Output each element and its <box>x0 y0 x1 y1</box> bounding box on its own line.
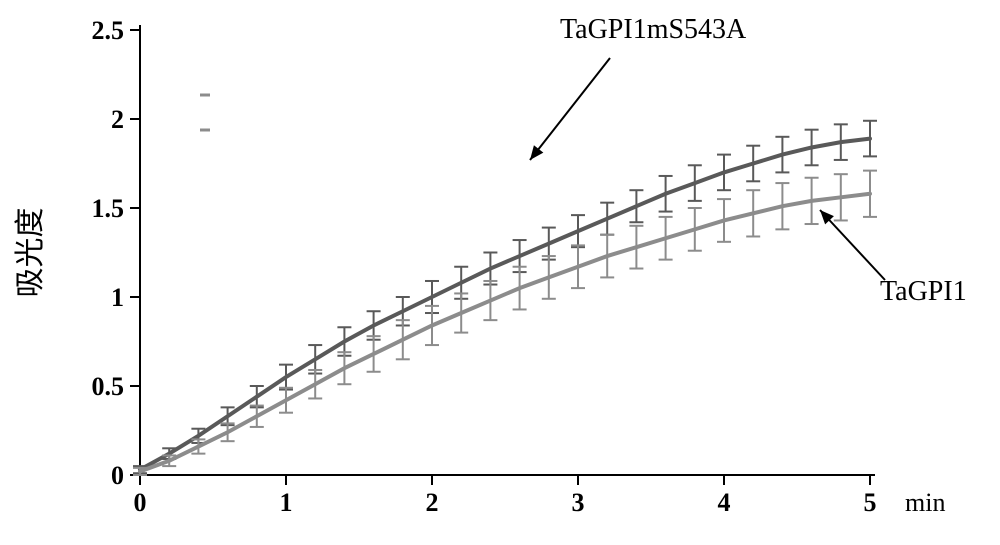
x-tick-label: 4 <box>718 488 731 517</box>
x-tick-label: 5 <box>864 488 877 517</box>
arrow-head-icon <box>530 145 543 160</box>
y-tick-label: 2 <box>111 105 124 134</box>
annotation-arrow <box>530 58 610 160</box>
x-tick-label: 3 <box>572 488 585 517</box>
x-tick-label: 2 <box>426 488 439 517</box>
y-tick-label: 1.5 <box>92 194 125 223</box>
annotation-label: TaGPI1 <box>880 276 967 307</box>
line-chart: 0 1 2 3 4 5 min 0 0.5 1 1.5 2 2.5 吸光度 TaGPI1mS543A TaGP… <box>0 0 1000 545</box>
x-tick-label: 1 <box>280 488 293 517</box>
y-axis-title: 吸光度 <box>14 208 47 298</box>
y-tick-label: 0.5 <box>92 372 125 401</box>
series-line <box>140 194 870 472</box>
chart-container: { "chart": { "type": "line", "width": 10… <box>0 0 1000 545</box>
annotation-arrow <box>820 210 885 280</box>
x-tick-label: 0 <box>134 488 147 517</box>
y-tick-label: 1 <box>111 283 124 312</box>
y-tick-label: 0 <box>111 461 124 490</box>
x-axis-unit-label: min <box>905 488 945 517</box>
annotation-label: TaGPI1mS543A <box>560 14 747 45</box>
y-tick-label: 2.5 <box>92 16 125 45</box>
